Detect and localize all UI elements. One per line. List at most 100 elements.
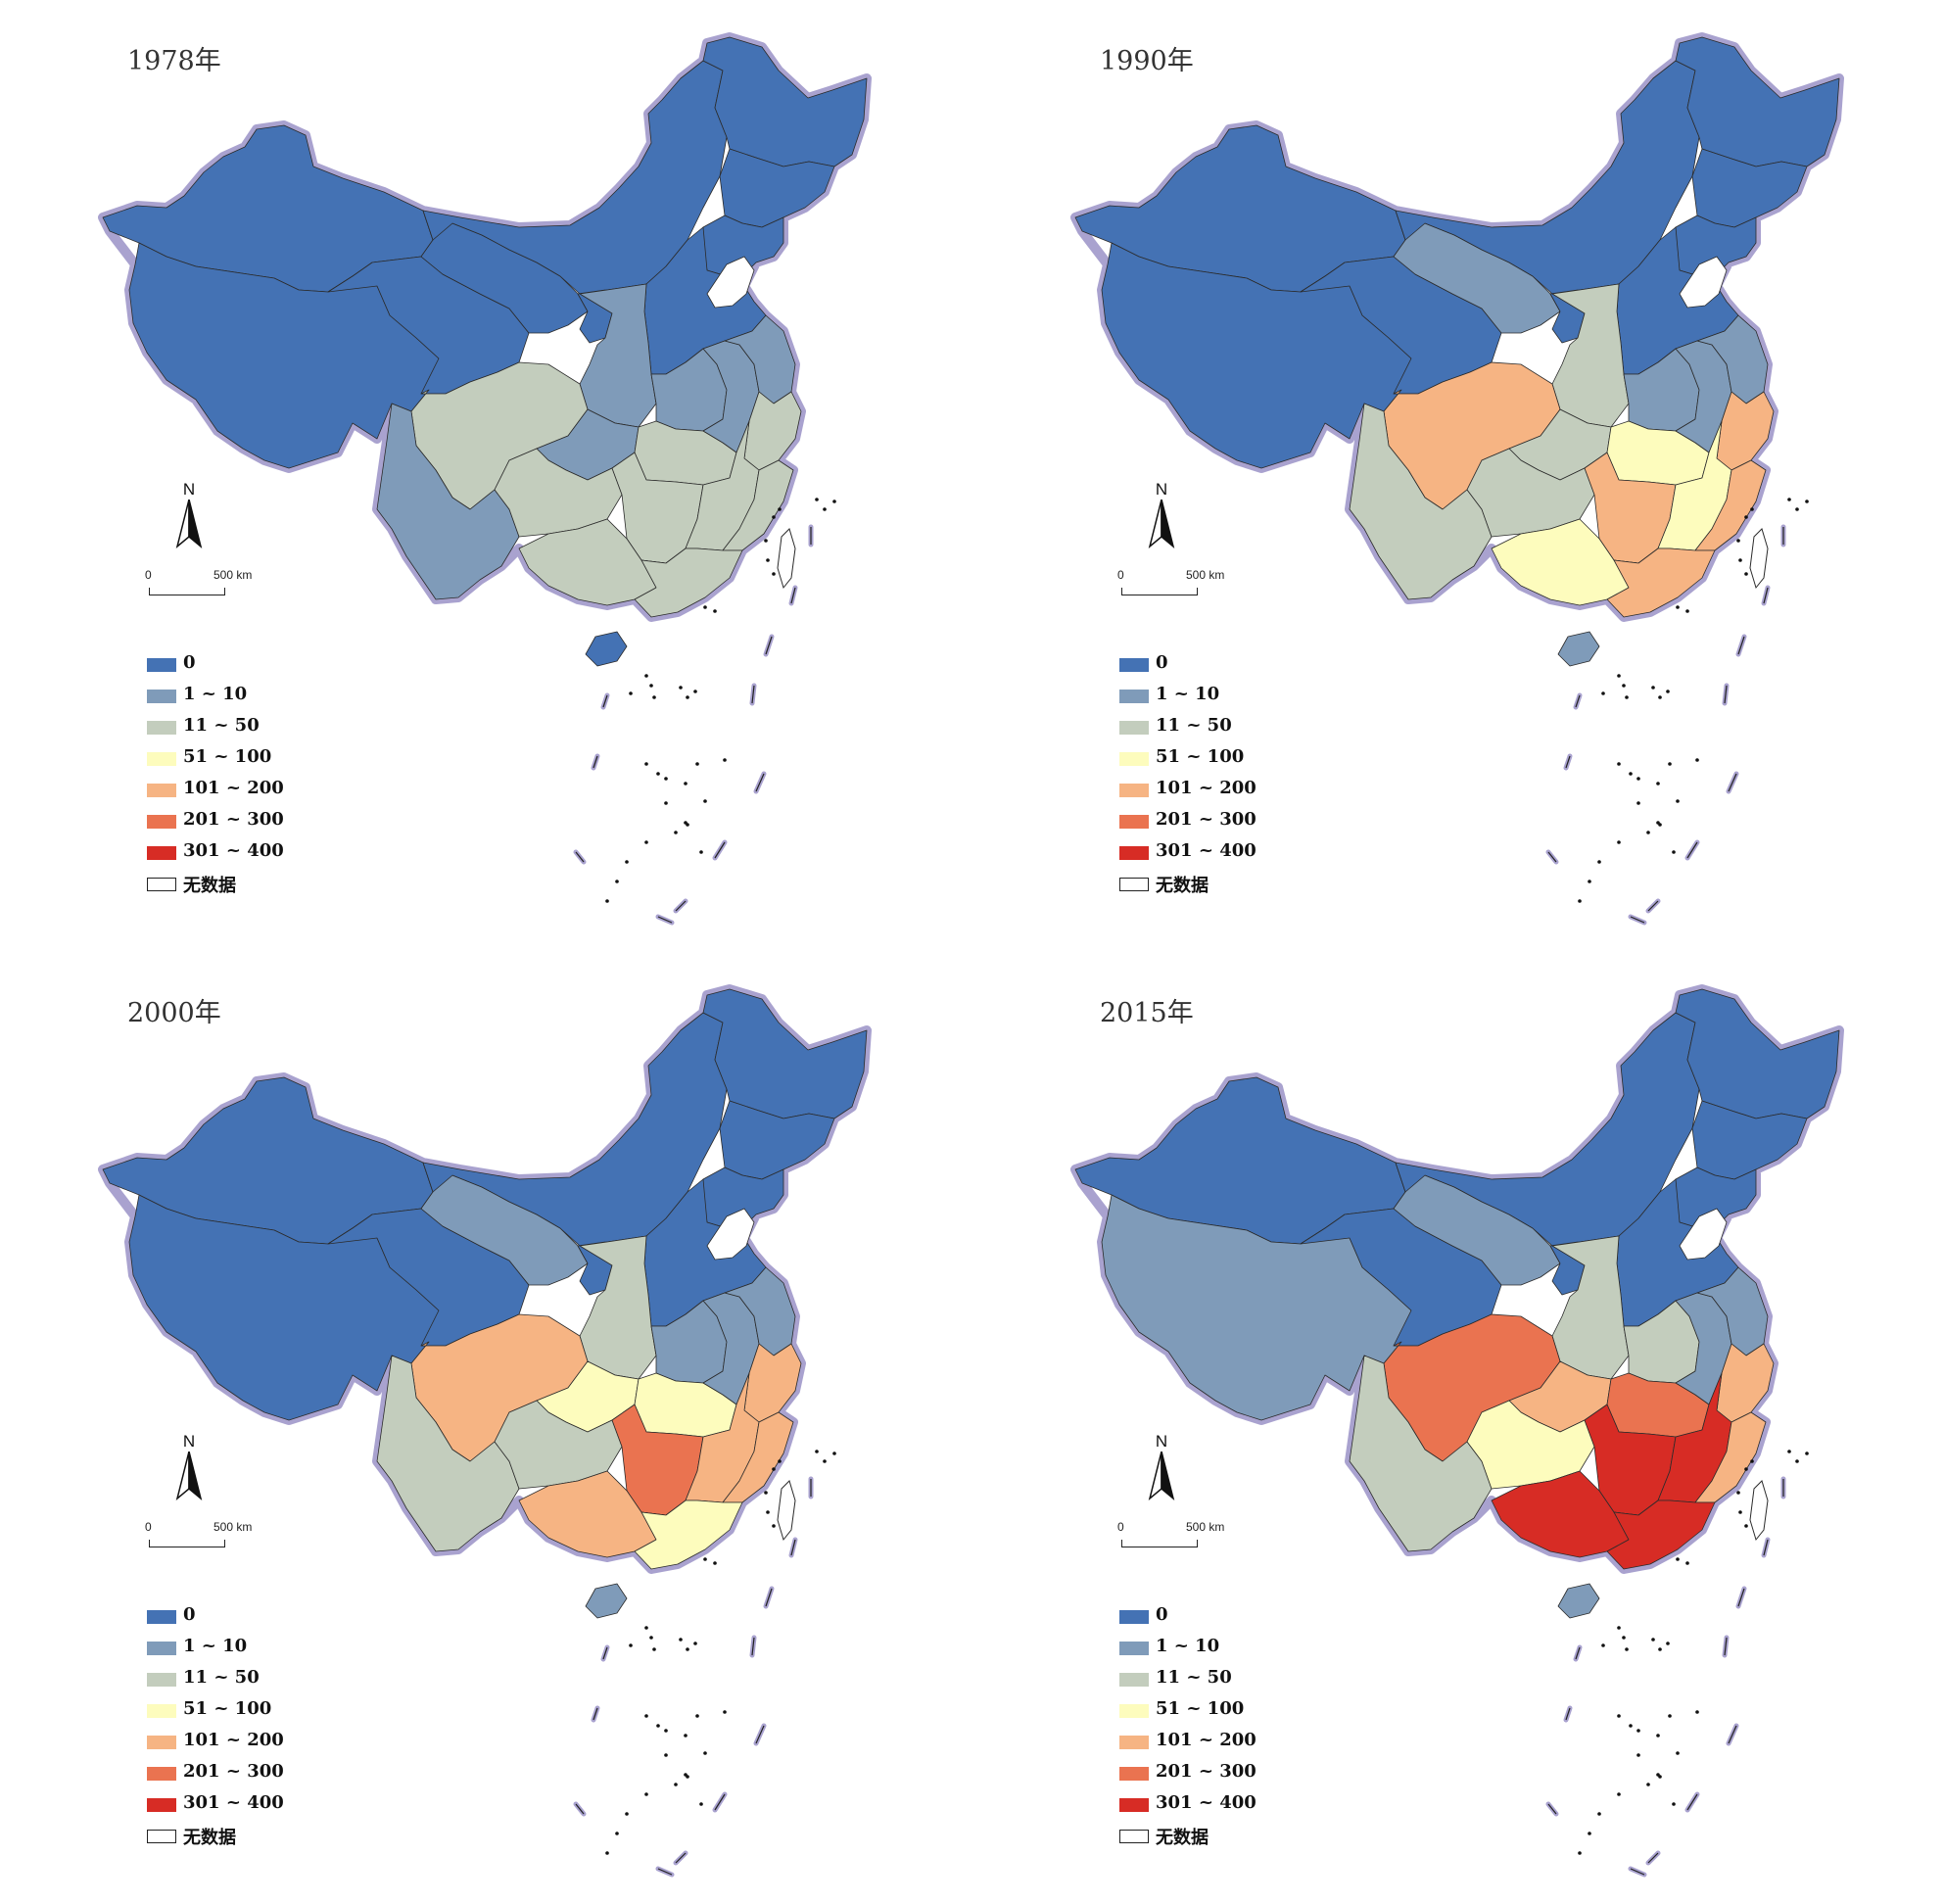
province-regions: [102, 988, 868, 1619]
island-dot: [772, 1524, 776, 1528]
islands-and-seas: [1545, 256, 1809, 926]
region-hainan: [585, 1583, 628, 1619]
nine-dash-core: [765, 636, 773, 655]
region-guangdong: [634, 547, 743, 618]
island-dot: [1750, 507, 1754, 511]
island-dot: [764, 1491, 768, 1495]
island-dot: [766, 558, 770, 562]
scale-line: [149, 588, 225, 595]
legend-swatch: [1119, 1798, 1149, 1812]
scale-bar: 0 500 km: [1117, 566, 1245, 605]
legend-swatch: [1119, 1736, 1149, 1749]
island-dot: [615, 1832, 619, 1835]
taiwan-island: [777, 528, 796, 590]
north-arrow: N: [165, 480, 213, 558]
region-heilongjiang: [702, 988, 868, 1119]
island-dot: [1685, 609, 1689, 613]
island-dot: [713, 609, 717, 613]
legend-label: 51 ~ 100: [183, 1698, 272, 1719]
nine-dash-core: [714, 841, 726, 859]
taiwan-island: [777, 1480, 796, 1542]
legend-label: 301 ~ 400: [183, 1792, 284, 1813]
island-dot: [1736, 1491, 1740, 1495]
legend-label: 301 ~ 400: [183, 840, 284, 861]
region-fujian: [1694, 1411, 1767, 1503]
island-dot: [1668, 762, 1672, 766]
island-dot: [815, 1450, 819, 1453]
province-regions: [1074, 36, 1840, 667]
island-dot: [693, 1642, 697, 1645]
legend-swatch: [1119, 1830, 1149, 1843]
island-dot: [664, 777, 668, 781]
island-dot: [1651, 1638, 1655, 1642]
island-dot: [1646, 831, 1650, 834]
nine-dash-core: [593, 755, 598, 769]
island-dot: [1629, 772, 1633, 776]
nine-dash-core: [657, 1868, 673, 1876]
island-dot: [674, 831, 678, 834]
nine-dash-core: [1647, 900, 1659, 912]
island-dot: [1738, 558, 1742, 562]
region-tibet: [1101, 242, 1412, 469]
north-label: N: [182, 480, 196, 499]
island-dot: [644, 762, 648, 766]
region-guizhou: [494, 448, 623, 538]
nine-dash-core: [755, 773, 765, 792]
island-dot: [684, 1734, 688, 1737]
legend-swatch: [1119, 815, 1149, 829]
island-dot: [1666, 1642, 1670, 1645]
region-guizhou: [494, 1400, 623, 1490]
nine-dash-core: [1547, 1803, 1557, 1815]
legend-label: 101 ~ 200: [183, 778, 284, 798]
island-dot: [1636, 1753, 1640, 1757]
island-dot: [1672, 850, 1676, 854]
nine-dash-core: [575, 1803, 585, 1815]
island-dot: [1795, 507, 1799, 511]
island-dot: [766, 1510, 770, 1514]
island-dot: [625, 860, 629, 864]
nine-dash-core: [790, 1539, 796, 1556]
nine-dash-core: [602, 1646, 608, 1660]
north-arrow: N: [1137, 1432, 1186, 1510]
region-yunnan: [376, 1355, 520, 1552]
legend-label: 301 ~ 400: [1156, 840, 1256, 861]
island-dot: [695, 1714, 699, 1718]
panel-title: 2015年: [1100, 998, 1194, 1028]
scale-distance-label: 500 km: [213, 568, 253, 582]
nine-dash-core: [1724, 1637, 1728, 1656]
nine-dash-core: [1630, 1868, 1645, 1876]
island-dot: [1578, 899, 1582, 903]
nine-dash-core: [1565, 755, 1571, 769]
nine-dash-core: [751, 1637, 755, 1656]
island-dot: [1629, 1724, 1633, 1728]
island-dot: [644, 1714, 648, 1718]
island-dot: [1805, 500, 1809, 503]
legend-label: 0: [1156, 1604, 1168, 1625]
legend-label: 0: [1156, 652, 1168, 673]
nine-dash-core: [1763, 587, 1769, 604]
legend-swatch: [147, 1704, 176, 1718]
legend-label: 1 ~ 10: [183, 1636, 248, 1656]
island-dot: [703, 1557, 707, 1561]
north-arrow: N: [165, 1432, 213, 1510]
island-dot: [1651, 686, 1655, 690]
island-dot: [644, 1792, 648, 1796]
nine-dash-core: [675, 1852, 687, 1864]
legend-swatch: [1119, 690, 1149, 703]
island-dot: [778, 507, 782, 511]
island-dot: [1676, 1751, 1680, 1755]
legend-label: 1 ~ 10: [1156, 1636, 1220, 1656]
nine-dash-core: [675, 900, 687, 912]
scale-line: [1121, 1540, 1198, 1547]
island-dot: [699, 850, 703, 854]
legend-swatch: [1119, 846, 1149, 860]
island-dot: [1676, 605, 1680, 609]
taiwan-island: [1749, 528, 1769, 590]
legend-swatch: [1119, 1767, 1149, 1781]
nine-dash-core: [1728, 1725, 1737, 1744]
island-dot: [1622, 684, 1626, 688]
region-heilongjiang: [1675, 36, 1840, 167]
nine-dash-core: [1547, 851, 1557, 863]
map-panel-2: 2000年 N 0 500 km 0 1 ~ 10 11 ~ 50 51 ~ 100 1…: [0, 952, 972, 1904]
nine-dash-core: [751, 685, 755, 704]
